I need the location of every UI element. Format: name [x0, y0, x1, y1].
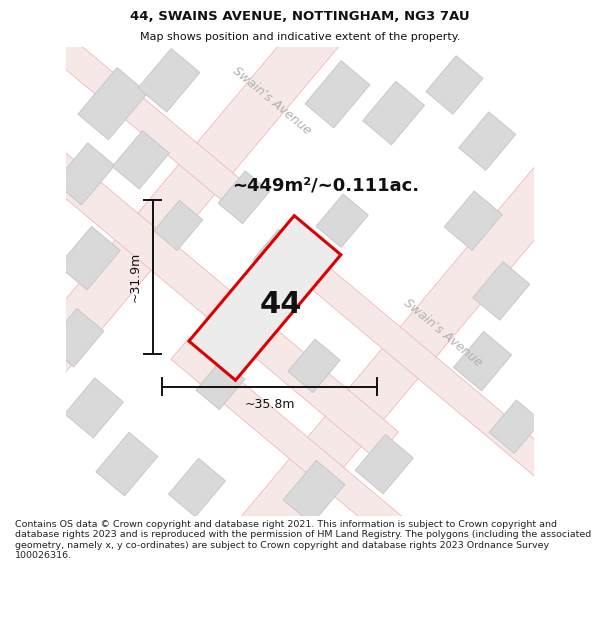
Polygon shape [454, 331, 512, 391]
Polygon shape [78, 68, 148, 140]
Polygon shape [283, 461, 345, 524]
Polygon shape [65, 378, 124, 438]
Polygon shape [0, 0, 242, 202]
Text: Swain's Avenue: Swain's Avenue [401, 296, 485, 369]
Text: ~35.8m: ~35.8m [244, 398, 295, 411]
Text: Contains OS data © Crown copyright and database right 2021. This information is : Contains OS data © Crown copyright and d… [15, 520, 591, 560]
Text: Swain's Avenue: Swain's Avenue [230, 65, 314, 138]
Polygon shape [218, 171, 269, 224]
Polygon shape [138, 49, 200, 112]
Polygon shape [20, 0, 477, 384]
Polygon shape [288, 339, 340, 392]
Polygon shape [154, 201, 203, 251]
Polygon shape [355, 434, 413, 494]
Polygon shape [489, 400, 541, 453]
Polygon shape [96, 432, 158, 496]
Polygon shape [189, 216, 341, 380]
Polygon shape [230, 314, 277, 362]
Text: ~449m²/~0.111ac.: ~449m²/~0.111ac. [232, 177, 419, 194]
Polygon shape [363, 81, 425, 145]
Polygon shape [193, 72, 600, 604]
Polygon shape [444, 191, 502, 251]
Polygon shape [169, 458, 226, 517]
Polygon shape [426, 56, 483, 114]
Polygon shape [0, 11, 398, 459]
Polygon shape [305, 61, 370, 128]
Text: 44: 44 [260, 291, 302, 319]
Text: 44, SWAINS AVENUE, NOTTINGHAM, NG3 7AU: 44, SWAINS AVENUE, NOTTINGHAM, NG3 7AU [130, 11, 470, 24]
Polygon shape [275, 238, 600, 560]
Polygon shape [58, 226, 120, 290]
Text: ~31.9m: ~31.9m [128, 252, 141, 302]
Polygon shape [112, 131, 169, 189]
Polygon shape [171, 338, 476, 600]
Polygon shape [459, 112, 516, 171]
Polygon shape [47, 309, 104, 367]
Text: Map shows position and indicative extent of the property.: Map shows position and indicative extent… [140, 32, 460, 43]
Polygon shape [316, 194, 368, 248]
Polygon shape [55, 143, 115, 205]
Polygon shape [253, 229, 300, 278]
Polygon shape [196, 359, 245, 409]
Polygon shape [473, 262, 530, 320]
